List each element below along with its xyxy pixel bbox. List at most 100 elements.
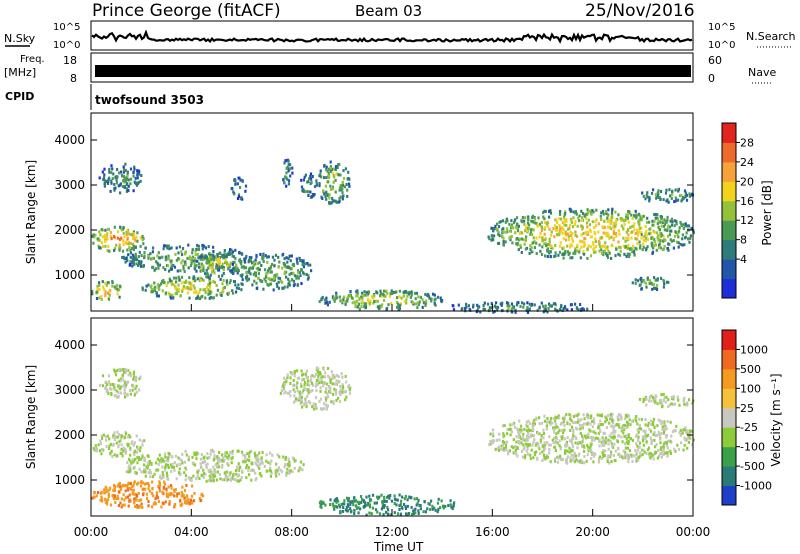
heatmap-cell	[116, 435, 119, 439]
heatmap-cell	[652, 417, 656, 421]
heatmap-cell	[186, 286, 189, 290]
heatmap-cell	[309, 263, 312, 267]
heatmap-cell	[331, 171, 334, 175]
heatmap-cell	[215, 284, 218, 287]
heatmap-cell	[123, 367, 126, 371]
heatmap-cell	[284, 265, 288, 269]
heatmap-cell	[139, 498, 143, 502]
heatmap-cell	[592, 460, 595, 464]
heatmap-cell	[541, 444, 544, 448]
heatmap-cell	[517, 440, 520, 443]
heatmap-cell	[491, 432, 495, 436]
heatmap-cell	[606, 253, 609, 257]
heatmap-cell	[540, 301, 543, 305]
heatmap-cell	[638, 227, 641, 230]
heatmap-cell	[600, 211, 603, 215]
x-tick-label: 00:00	[676, 525, 711, 539]
heatmap-cell	[310, 176, 313, 180]
heatmap-cell	[218, 256, 221, 260]
heatmap-cell	[518, 232, 521, 236]
heatmap-cell	[661, 428, 664, 432]
heatmap-cell	[276, 470, 279, 474]
heatmap-cell	[229, 471, 232, 475]
heatmap-cell	[194, 264, 197, 268]
heatmap-cell	[572, 415, 576, 418]
heatmap-cell	[533, 240, 536, 244]
heatmap-cell	[636, 433, 639, 437]
heatmap-cell	[115, 389, 118, 393]
heatmap-cell	[300, 384, 303, 388]
heatmap-cell	[644, 437, 647, 440]
heatmap-cell	[380, 292, 383, 296]
heatmap-cell	[403, 503, 406, 506]
heatmap-cell	[166, 474, 169, 478]
heatmap-cell	[299, 402, 302, 406]
heatmap-cell	[664, 238, 667, 242]
heatmap-cell	[194, 279, 197, 283]
heatmap-cell	[612, 427, 615, 431]
heatmap-cell	[135, 390, 138, 394]
heatmap-cell	[502, 236, 505, 240]
heatmap-cell	[257, 266, 260, 270]
heatmap-cell	[587, 218, 590, 222]
heatmap-cell	[642, 245, 645, 249]
heatmap-cell	[157, 485, 160, 488]
heatmap-cell	[659, 235, 662, 238]
heatmap-cell	[504, 446, 507, 450]
heatmap-cell	[386, 306, 389, 310]
heatmap-cell	[151, 505, 154, 509]
heatmap-cell	[123, 177, 126, 181]
heatmap-cell	[610, 227, 613, 231]
heatmap-cell	[145, 497, 149, 500]
heatmap-cell	[143, 458, 146, 462]
heatmap-cell	[364, 302, 367, 306]
heatmap-cell	[639, 283, 642, 287]
heatmap-cell	[200, 493, 203, 497]
heatmap-cell	[180, 261, 183, 265]
heatmap-cell	[510, 308, 513, 312]
heatmap-cell	[672, 246, 675, 250]
heatmap-cell	[597, 222, 600, 226]
heatmap-cell	[212, 250, 215, 253]
heatmap-cell	[305, 405, 308, 409]
heatmap-cell	[650, 244, 653, 248]
heatmap-cell	[571, 244, 574, 248]
heatmap-cell	[642, 435, 645, 439]
heatmap-cell	[554, 449, 557, 452]
heatmap-cell	[154, 267, 157, 271]
heatmap-cell	[282, 385, 285, 389]
heatmap-cell	[207, 275, 210, 279]
heatmap-cell	[282, 376, 286, 380]
heatmap-cell	[634, 246, 637, 250]
heatmap-cell	[614, 220, 617, 224]
heatmap-cell	[137, 172, 141, 176]
heatmap-cell	[191, 251, 194, 255]
heatmap-cell	[311, 193, 314, 196]
heatmap-cell	[683, 436, 686, 440]
heatmap-cell	[130, 247, 134, 250]
heatmap-cell	[107, 447, 111, 451]
heatmap-cell	[525, 235, 528, 239]
heatmap-cell	[262, 252, 265, 256]
heatmap-cell	[348, 391, 352, 395]
heatmap-cell	[433, 293, 436, 297]
heatmap-cell	[359, 507, 362, 511]
heatmap-cell	[189, 501, 192, 505]
heatmap-cell	[318, 182, 321, 185]
heatmap-cell	[580, 209, 583, 213]
heatmap-cell	[526, 301, 529, 305]
heatmap-cell	[400, 296, 403, 300]
heatmap-cell	[135, 183, 139, 187]
heatmap-cell	[421, 298, 424, 302]
heatmap-cell	[638, 441, 642, 445]
heatmap-cell	[225, 261, 229, 265]
heatmap-cell	[381, 505, 384, 509]
heatmap-cell	[444, 504, 447, 508]
heatmap-cell	[670, 402, 673, 406]
heatmap-cell	[177, 251, 180, 255]
heatmap-cell	[400, 499, 403, 503]
heatmap-cell	[123, 257, 126, 261]
heatmap-cell	[266, 255, 269, 259]
heatmap-cell	[638, 222, 641, 226]
heatmap-cell	[330, 400, 333, 404]
